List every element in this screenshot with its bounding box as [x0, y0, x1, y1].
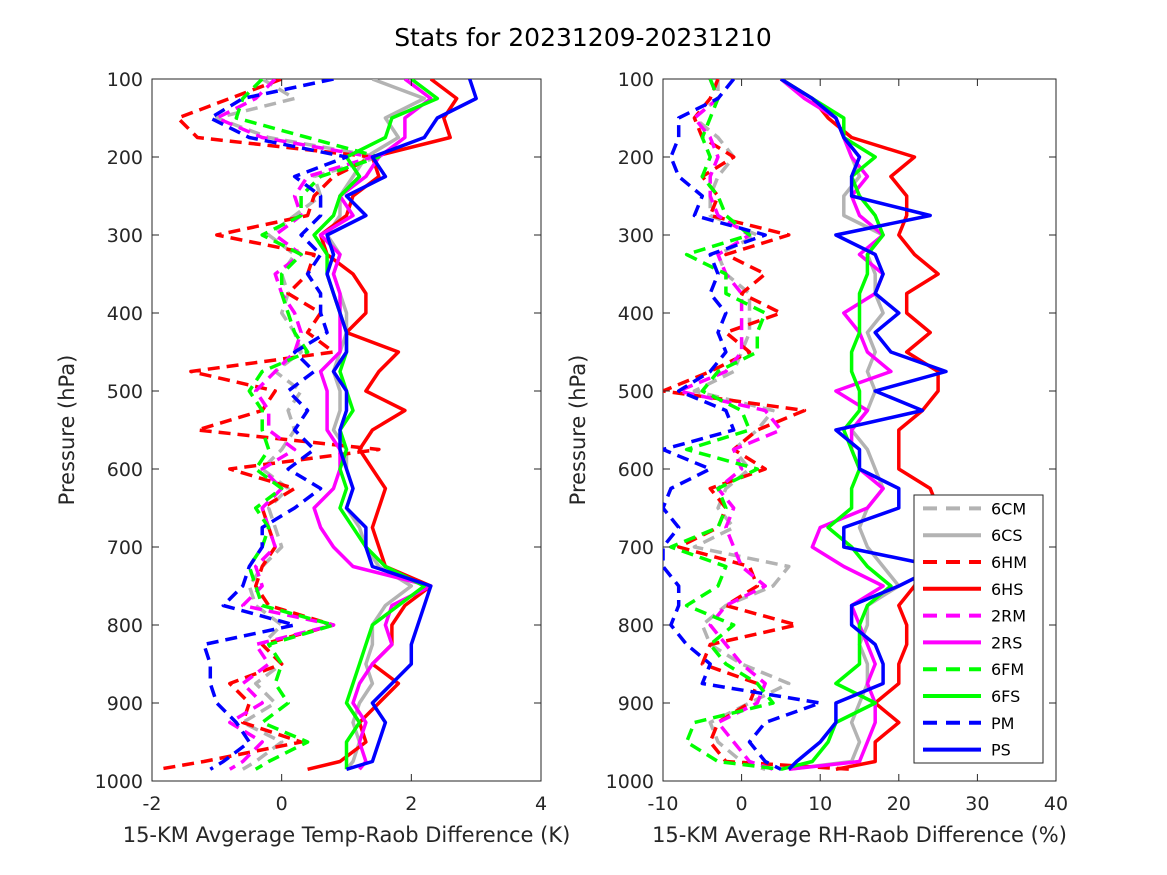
y-tick-label: 300 — [618, 225, 654, 247]
y-tick-label: 600 — [618, 459, 654, 481]
y-tick-label: 700 — [618, 537, 654, 559]
y-tick-label: 600 — [107, 459, 143, 481]
legend-label-ps: PS — [991, 741, 1011, 760]
legend-label-6fm: 6FM — [991, 660, 1024, 679]
x-tick-label: 20 — [887, 793, 911, 815]
legend: 6CM 6CS 6HM 6HS 2RM 2RS 6FM 6FS PM PS — [913, 494, 1044, 764]
y-tick-label: 400 — [618, 303, 654, 325]
y-tick-label: 1000 — [95, 771, 143, 793]
series-line-2rm — [676, 79, 783, 771]
y-tick-label: 400 — [107, 303, 143, 325]
y-axis-label: Pressure (hPa) — [55, 355, 79, 506]
x-tick-label: -10 — [647, 793, 678, 815]
series-line-6hm — [158, 79, 381, 772]
y-tick-label: 900 — [107, 693, 143, 715]
y-tick-label: 800 — [618, 615, 654, 637]
series-line-pm — [202, 79, 349, 771]
legend-label-6cm: 6CM — [991, 499, 1026, 518]
series-group-rh — [663, 79, 948, 772]
x-tick-label: -2 — [143, 793, 162, 815]
series-line-pm — [663, 79, 822, 771]
legend-label-pm: PM — [991, 714, 1014, 733]
series-line-ps — [325, 79, 478, 771]
x-tick-label: 30 — [965, 793, 989, 815]
series-line-6hm — [663, 79, 852, 772]
series-line-ps — [779, 79, 948, 771]
y-tick-label: 200 — [107, 147, 143, 169]
y-tick-label: 300 — [107, 225, 143, 247]
legend-label-6hm: 6HM — [991, 553, 1027, 572]
series-group-temp — [158, 79, 478, 772]
y-tick-label: 500 — [618, 381, 654, 403]
y-tick-label: 200 — [618, 147, 654, 169]
y-tick-label: 100 — [107, 69, 143, 91]
y-tick-label: 700 — [107, 537, 143, 559]
x-tick-label: 0 — [276, 793, 288, 815]
x-tick-label: 2 — [405, 793, 417, 815]
legend-label-2rm: 2RM — [991, 607, 1026, 626]
x-tick-label: 40 — [1044, 793, 1068, 815]
legend-box — [913, 494, 1044, 764]
series-line-2rm — [215, 79, 375, 771]
series-line-6fm — [234, 79, 381, 771]
y-axis-label: Pressure (hPa) — [566, 355, 590, 506]
legend-label-2rs: 2RS — [991, 633, 1022, 652]
x-axis-label: 15-KM Average RH-Raob Difference (%) — [652, 823, 1067, 847]
temp-difference-panel: -2 0 2 4 100 200 300 400 500 600 700 800 900 1000 15-K… — [55, 69, 570, 847]
figure-title: Stats for 20231209-20231210 — [394, 23, 772, 52]
y-tick-label: 500 — [107, 381, 143, 403]
y-tick-label: 100 — [618, 69, 654, 91]
y-tick-label: 900 — [618, 693, 654, 715]
legend-label-6hs: 6HS — [991, 580, 1023, 599]
x-tick-label: 10 — [808, 793, 832, 815]
x-tick-label: 4 — [535, 793, 547, 815]
legend-label-6fs: 6FS — [991, 687, 1020, 706]
y-tick-label: 800 — [107, 615, 143, 637]
series-line-6fm — [669, 79, 782, 772]
x-axis-label: 15-KM Avgerage Temp-Raob Difference (K) — [123, 823, 571, 847]
series-line-6hs — [779, 79, 940, 772]
y-tick-label: 1000 — [606, 771, 654, 793]
x-tick-label: 0 — [736, 793, 748, 815]
legend-label-6cs: 6CS — [991, 526, 1023, 545]
